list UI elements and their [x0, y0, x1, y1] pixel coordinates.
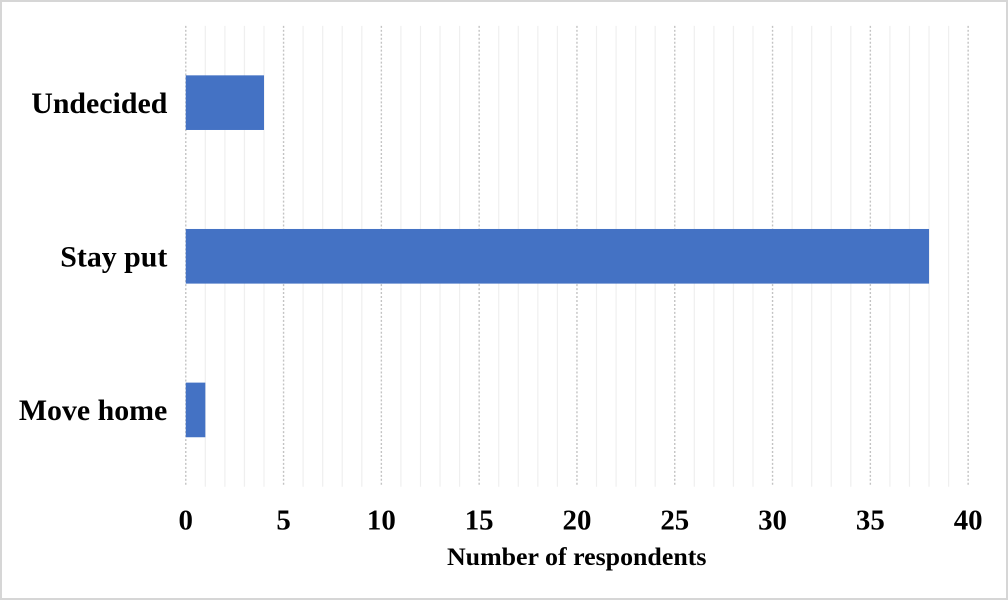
labels: Undecided Stay put Move home 0 5 10 15 20 25 30 35…: [19, 87, 983, 537]
x-tick-label: 25: [660, 504, 689, 536]
x-tick-label: 30: [758, 504, 787, 536]
bars: [185, 75, 930, 438]
x-tick-label: 20: [563, 504, 592, 536]
x-tick-label: 10: [367, 504, 396, 536]
category-label: Undecided: [31, 87, 167, 120]
bar-undecided: [185, 75, 265, 130]
x-tick-label: 0: [179, 504, 193, 536]
x-tick-label: 5: [276, 504, 290, 536]
category-label: Move home: [19, 394, 167, 427]
x-tick-label: 35: [856, 504, 885, 536]
x-tick-label: 15: [465, 504, 494, 536]
bar-stay-put: [185, 228, 930, 284]
x-axis-title: Number of respondents: [447, 542, 706, 571]
bar-move-home: [185, 382, 206, 438]
category-label: Stay put: [60, 240, 167, 273]
x-tick-label: 40: [954, 504, 983, 536]
